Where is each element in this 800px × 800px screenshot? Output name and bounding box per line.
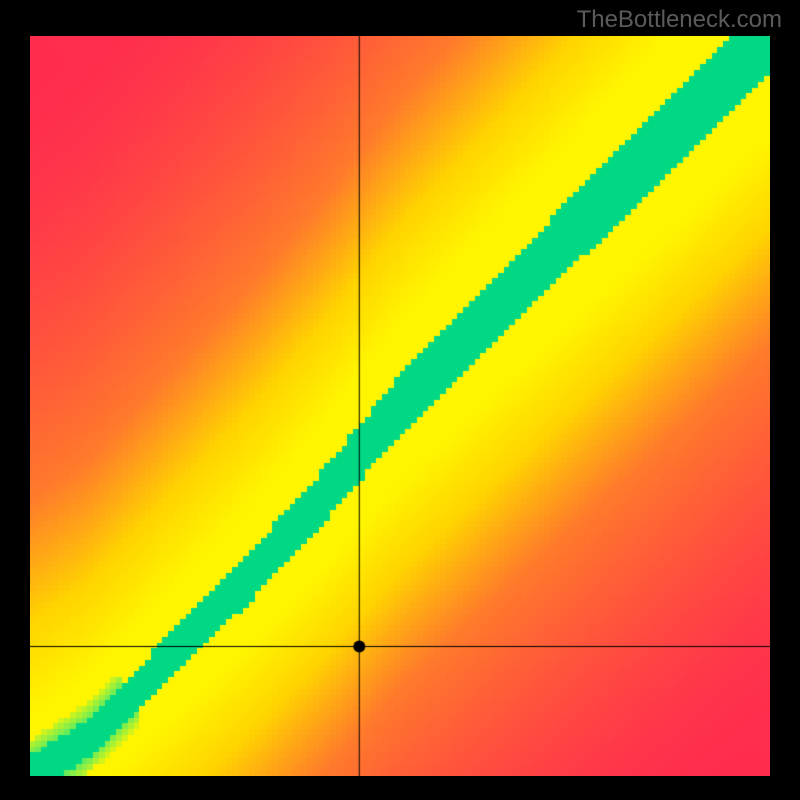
bottleneck-heatmap [30, 36, 770, 776]
watermark-text: TheBottleneck.com [577, 6, 782, 34]
chart-container: TheBottleneck.com [0, 0, 800, 800]
